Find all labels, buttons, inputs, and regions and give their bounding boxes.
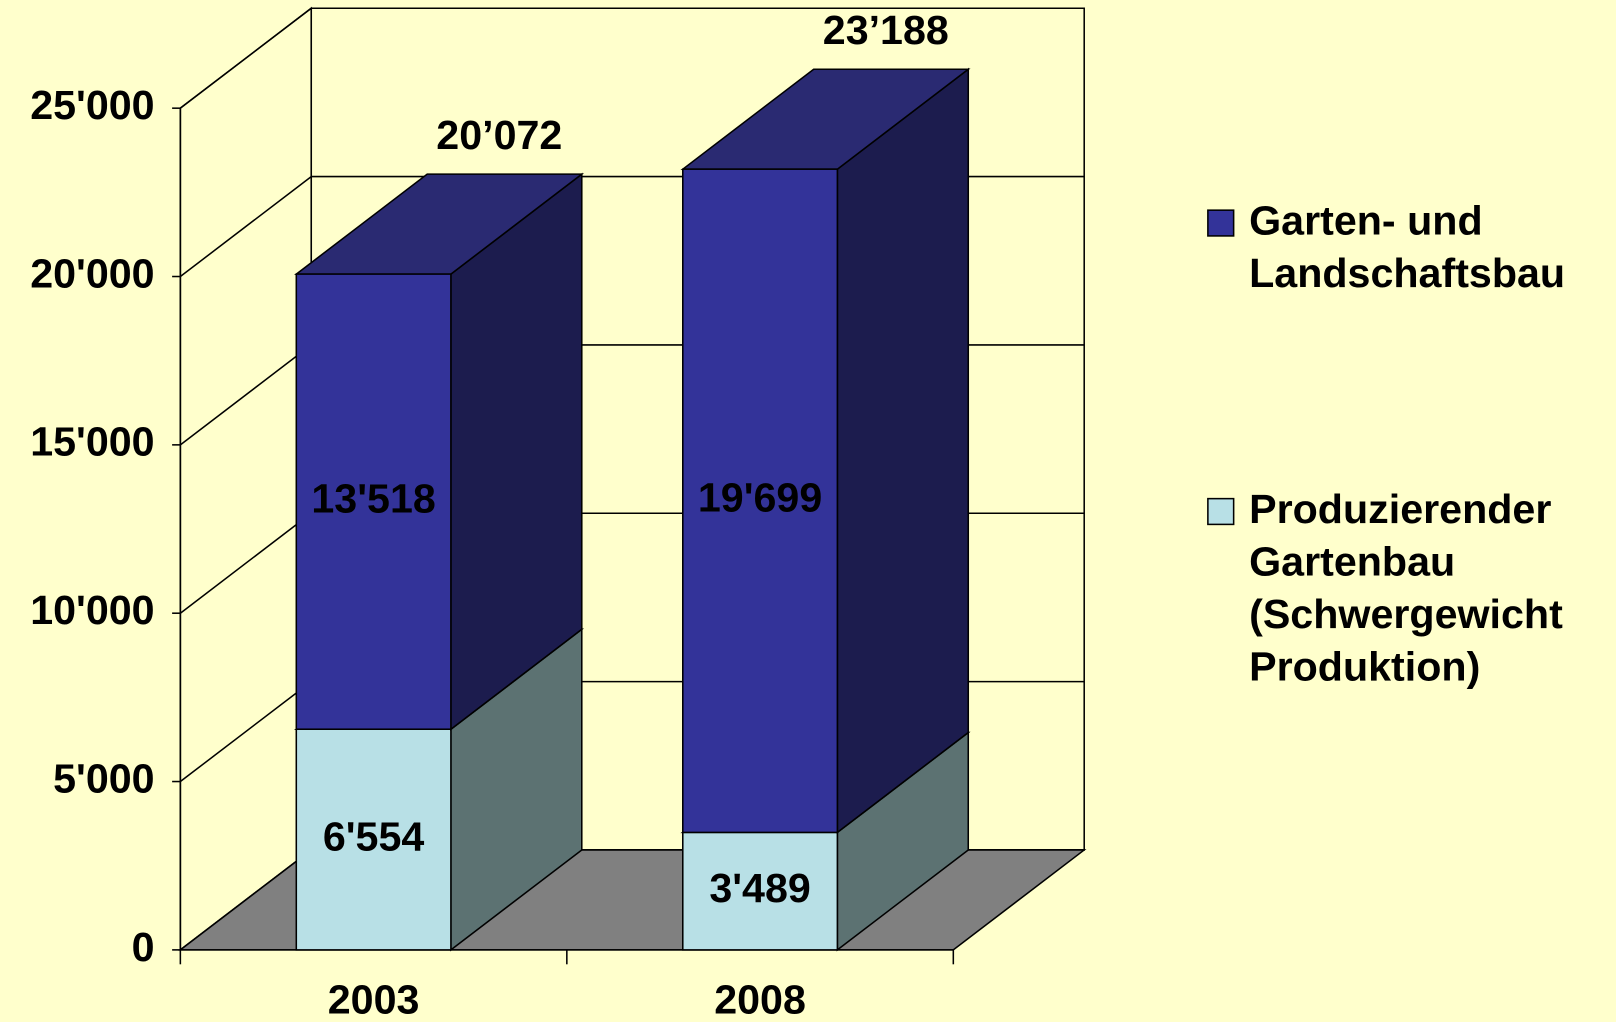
y-tick-label: 5'000 [53,755,154,801]
total-label: 23’188 [823,7,949,53]
bar [682,168,839,834]
grid-line [179,175,312,278]
data-label: 6'554 [323,813,425,859]
y-tick-label: 10'000 [30,587,154,633]
y-tick-label: 0 [132,924,155,970]
side-wall [179,6,313,952]
bar [295,273,452,730]
data-label: 3'489 [709,865,810,911]
bar-side [836,67,970,834]
total-label: 20’072 [436,112,562,158]
grid-line [179,512,312,614]
legend-swatch [1207,209,1235,237]
data-label: 13'518 [311,476,435,522]
y-tick-label: 20'000 [30,250,154,296]
y-tick-label: 25'000 [30,82,154,128]
bar [295,728,452,951]
grid-line [179,7,312,109]
grid-line [179,344,312,446]
bar [682,831,839,951]
grid-line [179,680,312,783]
legend-swatch [1207,497,1235,526]
legend-label: Garten- und Landschaftsbau [1249,197,1565,296]
x-tick-label: 2008 [714,976,806,1022]
data-label: 19'699 [698,475,822,521]
x-tick-label: 2003 [328,976,420,1022]
y-tick-label: 15'000 [30,419,154,465]
legend-label: Produzierender Gartenbau (Schwergewicht … [1249,486,1574,690]
